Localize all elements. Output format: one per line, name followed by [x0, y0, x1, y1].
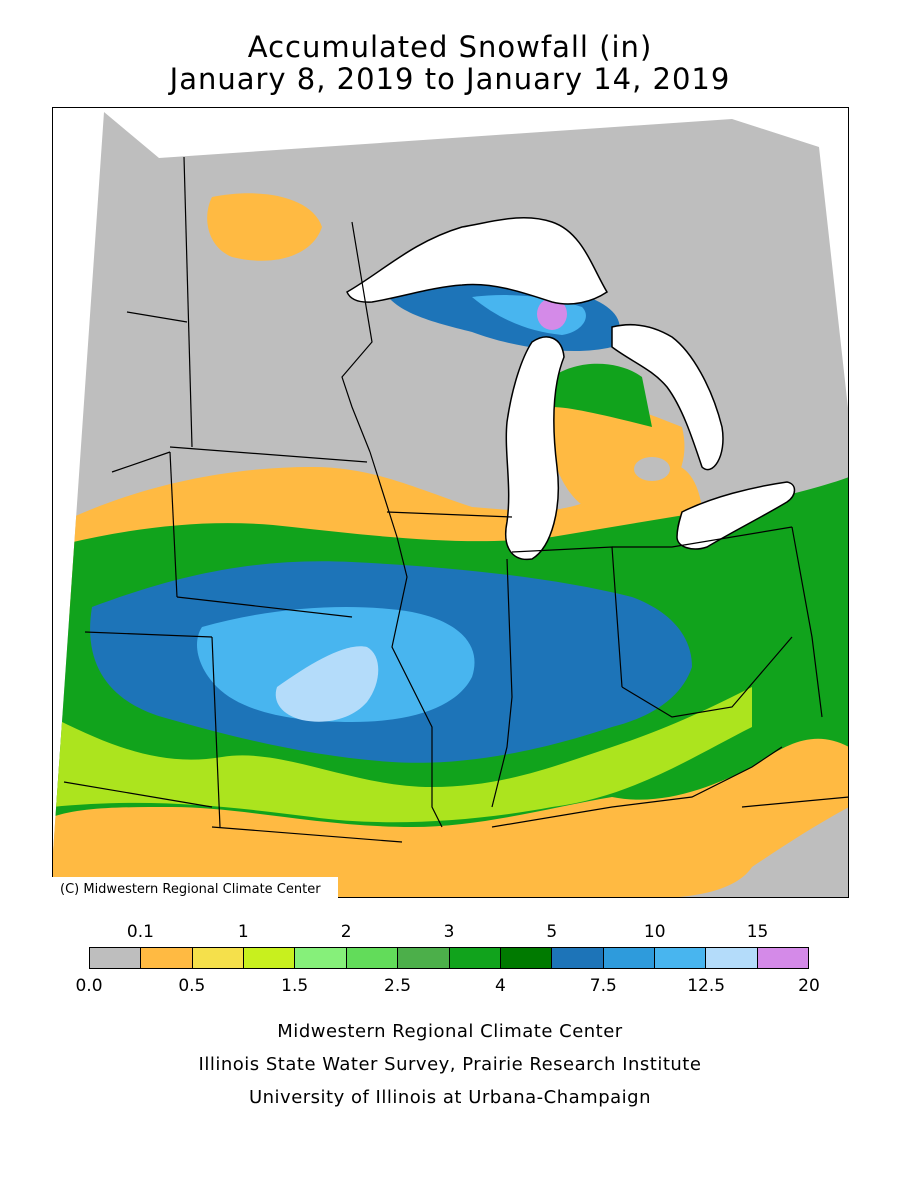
- legend-tick-bottom: 12.5: [687, 976, 726, 996]
- legend-tick-top: 2: [340, 922, 352, 942]
- map-credit-box: [52, 877, 338, 898]
- snowfall-map: (C) Midwestern Regional Climate Center: [52, 107, 849, 898]
- legend-tick-top: 5: [546, 922, 558, 942]
- map-credit: (C) Midwestern Regional Climate Center: [60, 882, 321, 897]
- legend-swatch: [500, 948, 553, 968]
- legend-swatch: [244, 948, 296, 968]
- legend-tick-bottom: 2.5: [384, 976, 412, 996]
- legend-tick-top: 1: [237, 922, 249, 942]
- legend-tick-top: 15: [746, 922, 769, 942]
- legend-swatch: [346, 948, 399, 968]
- legend-tick-bottom: 1.5: [281, 976, 309, 996]
- page-subtitle: January 8, 2019 to January 14, 2019: [169, 62, 731, 96]
- legend-swatch: [90, 948, 142, 968]
- legend-swatch: [757, 948, 809, 968]
- footer-line-1: Midwestern Regional Climate Center: [277, 1021, 623, 1042]
- legend-swatch: [295, 948, 347, 968]
- legend-swatch: [449, 948, 501, 968]
- great-lakes: [346, 216, 796, 561]
- legend-tick-top: 10: [643, 922, 666, 942]
- footer-line-2: Illinois State Water Survey, Prairie Res…: [198, 1054, 702, 1075]
- legend-tick-top: 0.1: [126, 922, 154, 942]
- legend-tick-bottom: 4: [495, 976, 506, 996]
- legend-swatch: [706, 948, 758, 968]
- legend-tick-bottom: 0.5: [178, 976, 206, 996]
- legend-tick-bottom: 20: [798, 976, 820, 996]
- legend-swatch: [552, 948, 604, 968]
- footer-line-3: University of Illinois at Urbana-Champai…: [248, 1087, 652, 1108]
- page-title: Accumulated Snowfall (in): [247, 30, 653, 64]
- legend-swatch: [603, 948, 655, 968]
- state-borders: [63, 156, 849, 843]
- legend-tick-bottom: 7.5: [589, 976, 617, 996]
- legend-tick-bottom: 0.0: [75, 976, 103, 996]
- legend-tick-top: 3: [443, 922, 455, 942]
- legend-swatch: [398, 948, 450, 968]
- color-legend: [89, 947, 809, 969]
- legend-swatch: [192, 948, 245, 968]
- legend-swatch: [141, 948, 193, 968]
- legend-swatch: [654, 948, 707, 968]
